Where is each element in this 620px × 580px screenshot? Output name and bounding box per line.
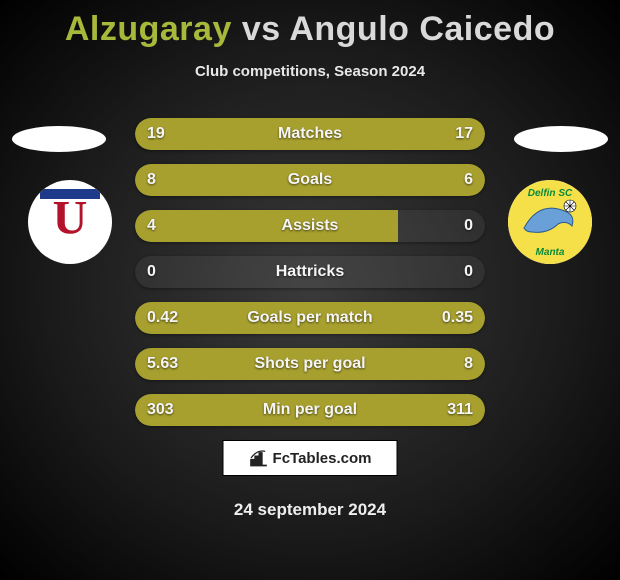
title: Alzugaray vs Angulo Caicedo bbox=[0, 0, 620, 49]
chart-icon bbox=[249, 448, 269, 468]
stat-row: 1917Matches bbox=[135, 118, 485, 150]
stat-row: 5.638Shots per goal bbox=[135, 348, 485, 380]
stat-row: 0.420.35Goals per match bbox=[135, 302, 485, 334]
stat-row: 303311Min per goal bbox=[135, 394, 485, 426]
club-logo-left: U bbox=[28, 180, 112, 264]
stat-row: 00Hattricks bbox=[135, 256, 485, 288]
stat-label: Min per goal bbox=[135, 394, 485, 426]
fctables-text: FcTables.com bbox=[273, 450, 372, 467]
date-footer: 24 september 2024 bbox=[0, 500, 620, 520]
stat-label: Goals bbox=[135, 164, 485, 196]
stat-label: Matches bbox=[135, 118, 485, 150]
stat-row: 86Goals bbox=[135, 164, 485, 196]
stat-label: Hattricks bbox=[135, 256, 485, 288]
fctables-logo: FcTables.com bbox=[223, 440, 398, 476]
player1-oval bbox=[12, 126, 106, 152]
ldu-shield-icon: U bbox=[40, 187, 100, 257]
subtitle: Club competitions, Season 2024 bbox=[0, 63, 620, 80]
stat-label: Goals per match bbox=[135, 302, 485, 334]
stat-row: 40Assists bbox=[135, 210, 485, 242]
comparison-card: Alzugaray vs Angulo Caicedo Club competi… bbox=[0, 0, 620, 580]
stat-label: Shots per goal bbox=[135, 348, 485, 380]
vs-text: vs bbox=[242, 10, 281, 48]
player2-name: Angulo Caicedo bbox=[289, 10, 555, 48]
player2-oval bbox=[514, 126, 608, 152]
player1-name: Alzugaray bbox=[65, 10, 232, 48]
stat-label: Assists bbox=[135, 210, 485, 242]
stat-bars: 1917Matches 86Goals 40Assists 00Hattricks 0.… bbox=[135, 118, 485, 440]
club-logo-right: Delfin SC Manta bbox=[508, 180, 592, 264]
delfin-badge-icon: Delfin SC Manta bbox=[508, 180, 592, 264]
